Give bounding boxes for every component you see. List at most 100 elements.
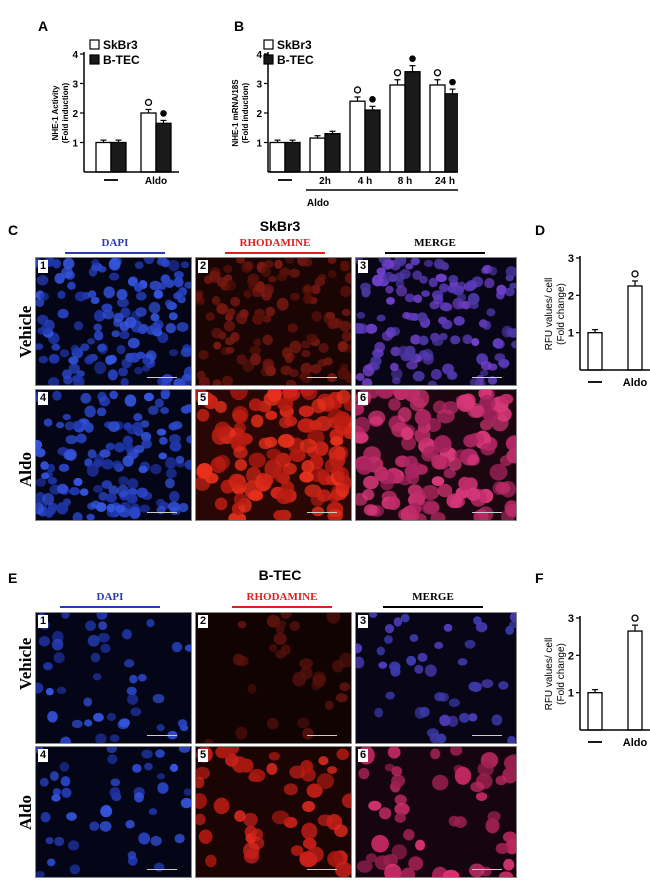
y-tick-label: 2 [568,650,574,662]
stain-merge-c: MERGE [414,237,456,249]
bar [309,137,326,173]
section-c-title: SkBr3 [259,218,301,234]
bar [404,71,421,173]
significance-marker [409,55,416,62]
bar [324,133,341,173]
bar [627,285,643,371]
group-label: Aldo [307,198,329,209]
y-tick-label: 1 [72,139,78,150]
micrograph-e-dapi-aldo: 4 [35,746,192,878]
bar [155,122,172,173]
y-axis-label: NHE-1 mRNA/18S(Fold induction) [231,79,250,147]
panel-label-c: C [8,222,19,238]
y-tick-label: 3 [568,613,574,625]
stain-underline [232,606,332,608]
bar [429,84,446,173]
significance-marker [449,78,456,86]
panel-label-b: B [234,18,245,34]
bar [587,332,603,371]
category-label: 4 h [358,176,372,187]
bar [269,141,286,173]
micrograph-c-rhodamine-aldo: 5 [195,389,352,521]
y-tick-label: 2 [72,109,78,120]
y-tick-label: 4 [256,50,262,61]
stain-underline [65,252,165,254]
stain-dapi-c: DAPI [101,237,129,249]
panel-label-a: A [38,18,49,34]
legend-swatch [89,39,100,50]
bar [140,112,157,173]
micrograph-e-merge-aldo: 6 [355,746,517,878]
y-tick-label: 1 [568,328,574,340]
micrograph-e-merge-vehicle: 3 [355,612,517,744]
y-tick-label: 3 [568,253,574,265]
micrograph-e-rhodamine-vehicle: 2 [195,612,352,744]
micrograph-c-dapi-vehicle: 1 [35,257,192,386]
legend-label: SkBr3 [103,38,138,52]
stain-dapi-e: DAPI [96,591,124,603]
y-tick-label: 2 [256,109,262,120]
stain-underline [385,252,485,254]
panel-label-f: F [535,570,544,586]
micrograph-c-merge-vehicle: 3 [355,257,517,386]
bar [627,630,643,731]
y-axis-label: RFU values/ cell(Fold change) [544,638,567,711]
bar [95,141,112,173]
chart-f: 1 2 3 RFU values/ cell(Fold change) Aldo [544,613,650,749]
significance-marker [631,270,639,278]
y-tick-label: 1 [568,688,574,700]
y-tick-label: 3 [72,80,78,91]
chart-a: 1 2 3 4 NHE-1 Activity(Fold induction) Aldo Sk… [51,38,179,187]
stain-rhodamine-c: RHODAMINE [239,237,311,249]
stain-underline [225,252,325,254]
legend-label: B-TEC [103,53,140,67]
category-label: Aldo [623,377,648,389]
significance-marker [160,110,167,117]
panel-label-e: E [8,570,18,586]
y-tick-label: 2 [568,290,574,302]
bar [444,93,458,173]
significance-marker [631,614,639,622]
bar [389,84,406,173]
stain-merge-e: MERGE [412,591,454,603]
y-tick-label: 1 [256,139,262,150]
row-label-vehicle-c: Vehicle [16,305,35,358]
category-label: 2h [319,176,331,187]
section-e-title: B-TEC [258,567,302,583]
y-tick-label: 4 [72,50,78,61]
category-label: Aldo [145,176,167,187]
bar [364,109,381,173]
bar [349,100,366,173]
micrograph-e-rhodamine-aldo: 5 [195,746,352,878]
y-axis-label: NHE-1 Activity(Fold induction) [51,82,70,143]
stain-rhodamine-e: RHODAMINE [246,591,318,603]
category-label: 24 h [435,176,455,187]
legend-label: SkBr3 [277,38,312,52]
row-label-aldo-e: Aldo [16,795,35,830]
micrograph-c-rhodamine-vehicle: 2 [195,257,352,386]
chart-d: 1 2 3 RFU values/ cell(Fold change) Aldo [544,253,650,389]
legend-swatch [263,39,274,50]
legend-label: B-TEC [277,53,314,67]
chart-b: 1 2 3 4 NHE-1 mRNA/18S(Fold induction) 2h 4 h 8… [231,38,458,209]
row-label-vehicle-e: Vehicle [16,637,35,690]
significance-marker [369,96,376,103]
row-label-aldo-c: Aldo [16,452,35,487]
bar [110,141,127,173]
micrograph-c-dapi-aldo: 4 [35,389,192,521]
y-axis-label: RFU values/ cell(Fold change) [544,278,567,351]
significance-marker [353,86,362,94]
category-label: 8 h [398,176,412,187]
significance-marker [393,69,402,77]
panel-label-d: D [535,222,546,238]
micrograph-e-dapi-vehicle: 1 [35,612,192,744]
bar [284,141,301,173]
legend-swatch [89,54,100,65]
stain-underline [60,606,160,608]
category-label: Aldo [623,737,648,749]
bar [587,692,603,731]
stain-underline [383,606,483,608]
legend-swatch [263,54,274,65]
significance-marker [433,69,442,77]
micrograph-c-merge-aldo: 6 [355,389,517,521]
